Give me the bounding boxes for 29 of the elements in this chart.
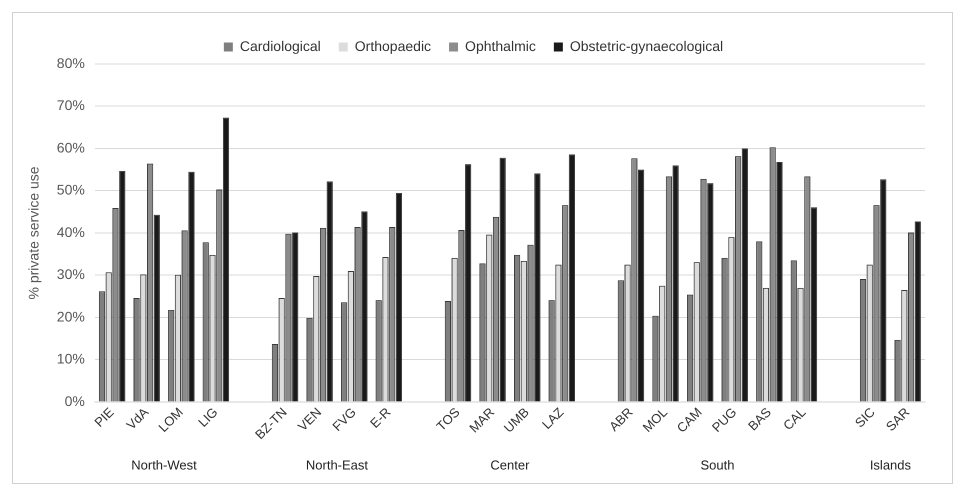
y-tick-label: 80% (56, 54, 85, 71)
legend-label: Cardiological (240, 38, 321, 54)
y-tick-label: 0% (64, 392, 85, 409)
legend-label: Ophthalmic (465, 38, 536, 54)
text: Islands (870, 458, 912, 473)
text: Center (490, 458, 530, 473)
x-tick-label: LAZ (538, 404, 566, 432)
x-tick-label: VEN (294, 404, 324, 434)
text: South (700, 458, 734, 473)
y-tick-label: 50% (56, 182, 85, 198)
y-tick-label: 70% (56, 97, 85, 114)
text: North-West (131, 458, 198, 473)
legend-label: Obstetric-gynaecological (570, 38, 724, 54)
y-tick-label: 40% (56, 224, 85, 240)
y-tick-label: 60% (56, 139, 85, 156)
y-tick-label: 10% (56, 350, 85, 367)
y-axis-title: % private service use (25, 166, 42, 300)
x-tick-label: PIE (91, 404, 117, 430)
x-tick-label: TOS (433, 404, 463, 434)
x-tick-label: MOL (640, 404, 670, 435)
x-tick-label: E-R (367, 404, 394, 431)
text: North-East (306, 458, 368, 473)
x-tick-label: VdA (123, 404, 152, 432)
y-tick-label: 20% (56, 308, 85, 324)
y-tick-label: 30% (56, 266, 85, 282)
x-tick-label: SIC (852, 404, 878, 430)
x-tick-label: CAL (780, 404, 809, 433)
x-tick-label: LIG (195, 404, 221, 430)
legend-label: Orthopaedic (354, 38, 432, 54)
